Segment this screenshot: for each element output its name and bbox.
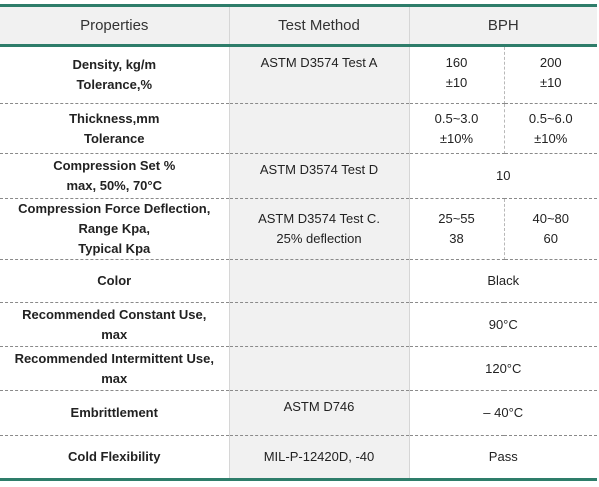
property-label: max [101,370,128,386]
value-text: 200 [539,55,562,70]
properties-table: Properties Test Method BPH Density, kg/m… [0,4,597,481]
value-text: 0.5~3.0 [434,110,479,126]
method-label: ASTM D3574 Test A [260,55,378,70]
method-label: ASTM D746 [283,399,355,414]
property-label: max [101,326,128,342]
table-row: Recommended Constant Use, max 90°C [0,302,597,347]
value-text: 40~80 [532,211,569,226]
value-cell: 200 ±10 [504,45,597,104]
value-cell: Pass [409,435,597,481]
method-cell [229,103,410,154]
property-label: Thickness,mm [69,110,160,126]
value-cell: 90°C [409,302,597,347]
table-row: Cold Flexibility MIL-P-12420D, -40 Pass [0,435,597,481]
property-label: max, 50%, 70°C [66,178,163,193]
property-cell: Cold Flexibility [0,435,230,481]
value-cell: 160 ±10 [409,45,505,104]
property-cell: Embrittlement [0,390,230,436]
value-cell: – 40°C [409,390,597,436]
property-label: Recommended Constant Use, [22,306,207,322]
method-label: ASTM D3574 Test D [259,162,379,177]
property-label: Density, kg/m [72,57,157,72]
method-cell [229,259,410,303]
property-label: Tolerance [84,130,145,146]
table-row: Density, kg/m Tolerance,% ASTM D3574 Tes… [0,45,597,104]
value-cell: 0.5~3.0 ±10% [409,103,505,154]
method-label: 25% deflection [276,231,362,246]
method-cell [229,346,410,391]
property-label: Recommended Intermittent Use, [14,350,214,366]
value-text: ±10 [539,75,562,90]
value-text: 38 [449,231,464,246]
table-row: Compression Force Deflection, Range Kpa,… [0,198,597,260]
property-cell: Recommended Intermittent Use, max [0,346,230,391]
method-cell: ASTM D3574 Test A [229,45,410,104]
method-cell: MIL-P-12420D, -40 [229,435,410,481]
table-row: Embrittlement ASTM D746 – 40°C [0,390,597,436]
value-text: 60 [543,231,558,246]
value-text: 0.5~6.0 [528,110,573,126]
value-text: ±10% [439,130,474,146]
value-cell: 40~80 60 [504,198,597,260]
header-test-method: Test Method [229,4,410,47]
property-cell: Compression Force Deflection, Range Kpa,… [0,198,230,260]
header-product: BPH [409,4,597,47]
method-label: ASTM D3574 Test C. [258,211,380,226]
method-cell: ASTM D746 [229,390,410,436]
property-label: Tolerance,% [76,77,153,92]
value-text: ±10% [534,130,568,146]
value-cell: Black [409,259,597,303]
value-cell: 25~55 38 [409,198,505,260]
property-cell: Recommended Constant Use, max [0,302,230,347]
table-row: Thickness,mm Tolerance 0.5~3.0 ±10% 0.5~… [0,103,597,154]
table-row: Compression Set % max, 50%, 70°C ASTM D3… [0,153,597,199]
table-row: Recommended Intermittent Use, max 120°C [0,346,597,391]
method-cell [229,302,410,347]
table-row: Color Black [0,259,597,303]
header-properties: Properties [0,4,230,47]
header-row: Properties Test Method BPH [0,4,597,47]
value-cell: 0.5~6.0 ±10% [504,103,597,154]
method-label: MIL-P-12420D, -40 [263,449,375,464]
method-cell: ASTM D3574 Test D [229,153,410,199]
property-label: Compression Force Deflection, [18,201,211,216]
value-text: 25~55 [438,211,475,226]
property-cell: Thickness,mm Tolerance [0,103,230,154]
property-cell: Density, kg/m Tolerance,% [0,45,230,104]
value-text: ±10 [445,75,468,90]
property-label: Typical Kpa [78,241,151,256]
value-cell: 10 [409,153,597,199]
property-label: Range Kpa, [78,221,150,236]
value-cell: 120°C [409,346,597,391]
value-text: 160 [445,55,468,70]
property-cell: Compression Set % max, 50%, 70°C [0,153,230,199]
method-cell: ASTM D3574 Test C. 25% deflection [229,198,410,260]
property-label: Compression Set % [53,158,176,173]
property-cell: Color [0,259,230,303]
